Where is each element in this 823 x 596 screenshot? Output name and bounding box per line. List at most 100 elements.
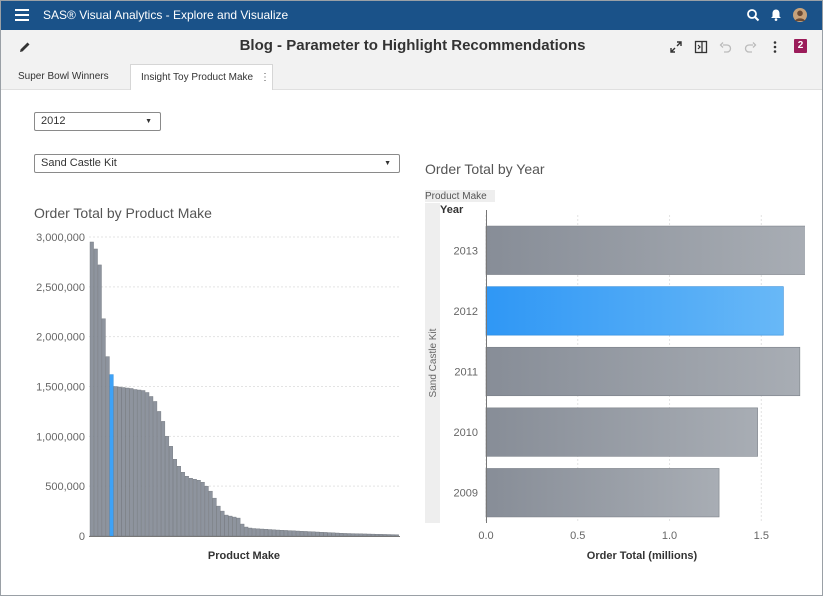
search-icon[interactable] xyxy=(745,7,761,23)
bar[interactable] xyxy=(394,534,399,537)
bar[interactable] xyxy=(188,477,193,537)
notification-count-badge[interactable]: 2 xyxy=(794,39,807,53)
bar[interactable] xyxy=(260,528,265,537)
bar[interactable] xyxy=(224,514,229,537)
order-total-by-product-make-chart[interactable]: 0 500,000 1,000,000 1,500,000 2,000,000 2,500… xyxy=(10,225,405,570)
bar[interactable] xyxy=(264,529,269,537)
bar[interactable] xyxy=(355,533,360,537)
order-total-by-year-chart[interactable]: Product Make Sand Castle Kit Year 2013 20… xyxy=(420,185,805,570)
bar[interactable] xyxy=(105,356,110,537)
bar[interactable] xyxy=(208,490,213,537)
bar[interactable] xyxy=(141,390,146,537)
bar[interactable] xyxy=(331,532,336,537)
bar[interactable] xyxy=(382,534,387,537)
bar[interactable] xyxy=(204,485,209,537)
bar[interactable] xyxy=(275,529,280,537)
bar[interactable] xyxy=(287,530,292,537)
bar[interactable] xyxy=(371,533,376,537)
bar[interactable] xyxy=(125,387,130,537)
bar[interactable] xyxy=(283,530,288,537)
bar[interactable] xyxy=(311,531,316,537)
bar[interactable] xyxy=(485,407,758,457)
bar[interactable] xyxy=(347,533,352,537)
bar[interactable] xyxy=(367,533,372,537)
bar-highlighted[interactable] xyxy=(485,286,784,336)
bar[interactable] xyxy=(212,497,217,537)
maximize-icon[interactable] xyxy=(668,39,684,55)
edit-pencil-icon[interactable] xyxy=(17,39,33,55)
bar[interactable] xyxy=(232,516,237,537)
bar[interactable] xyxy=(180,472,185,537)
bar[interactable] xyxy=(335,532,340,537)
bar[interactable] xyxy=(216,505,221,537)
bar[interactable] xyxy=(359,533,364,537)
panel-toggle-icon[interactable] xyxy=(693,39,709,55)
bar[interactable] xyxy=(97,264,102,537)
bar[interactable] xyxy=(176,466,181,537)
user-avatar[interactable] xyxy=(792,7,808,23)
bar[interactable] xyxy=(343,533,348,537)
bar[interactable] xyxy=(240,523,245,537)
bar[interactable] xyxy=(291,530,296,537)
bar[interactable] xyxy=(279,530,284,537)
bar[interactable] xyxy=(145,392,150,537)
bar[interactable] xyxy=(319,532,324,537)
bar[interactable] xyxy=(378,534,383,537)
bar[interactable] xyxy=(200,481,205,537)
more-vertical-icon[interactable] xyxy=(767,39,783,55)
bar-highlighted[interactable] xyxy=(109,374,114,537)
bar[interactable] xyxy=(149,396,154,537)
bar[interactable] xyxy=(272,529,276,537)
bar[interactable] xyxy=(295,530,300,537)
bar[interactable] xyxy=(339,533,344,537)
bar[interactable] xyxy=(351,533,356,537)
tab-more-icon[interactable]: ⋮ xyxy=(260,72,270,83)
bar[interactable] xyxy=(101,318,106,537)
bar[interactable] xyxy=(485,346,801,397)
bar[interactable] xyxy=(485,468,720,518)
product-make-dropdown[interactable]: Sand Castle Kit ▼ xyxy=(34,154,400,173)
bar[interactable] xyxy=(252,528,257,537)
bar[interactable] xyxy=(386,534,391,537)
bar[interactable] xyxy=(315,531,320,537)
bar[interactable] xyxy=(89,241,94,537)
bar[interactable] xyxy=(256,528,261,537)
bar[interactable] xyxy=(129,388,134,537)
bar[interactable] xyxy=(244,526,249,537)
bar[interactable] xyxy=(192,478,197,537)
bar[interactable] xyxy=(184,475,189,537)
bar[interactable] xyxy=(248,527,253,537)
bar[interactable] xyxy=(236,517,241,537)
redo-icon[interactable] xyxy=(742,39,758,55)
bar[interactable] xyxy=(133,389,138,537)
bar[interactable] xyxy=(137,389,142,537)
undo-icon[interactable] xyxy=(718,39,734,55)
bar[interactable] xyxy=(196,479,201,537)
bar[interactable] xyxy=(157,411,162,537)
bar[interactable] xyxy=(323,532,328,537)
notification-bell-icon[interactable] xyxy=(768,7,784,23)
bar[interactable] xyxy=(169,446,173,537)
bar[interactable] xyxy=(220,510,225,537)
bar[interactable] xyxy=(303,531,308,537)
bar[interactable] xyxy=(121,387,126,537)
bar[interactable] xyxy=(117,386,122,537)
bar[interactable] xyxy=(299,531,304,537)
bar[interactable] xyxy=(307,531,312,537)
tab-super-bowl-winners[interactable]: Super Bowl Winners xyxy=(1,64,129,90)
bar[interactable] xyxy=(375,534,379,537)
bar[interactable] xyxy=(363,533,368,537)
bar[interactable] xyxy=(327,532,332,537)
bar[interactable] xyxy=(390,534,395,537)
bar[interactable] xyxy=(228,515,233,537)
bar[interactable] xyxy=(113,386,118,537)
menu-icon[interactable] xyxy=(15,9,29,21)
tab-insight-toy-product-make[interactable]: Insight Toy Product Make xyxy=(130,64,273,91)
bar[interactable] xyxy=(165,436,170,537)
year-dropdown[interactable]: 2012 ▼ xyxy=(34,112,161,131)
bar[interactable] xyxy=(485,225,805,275)
bar[interactable] xyxy=(172,459,177,537)
bar[interactable] xyxy=(268,529,273,537)
bar[interactable] xyxy=(93,248,98,537)
bar[interactable] xyxy=(153,401,158,537)
